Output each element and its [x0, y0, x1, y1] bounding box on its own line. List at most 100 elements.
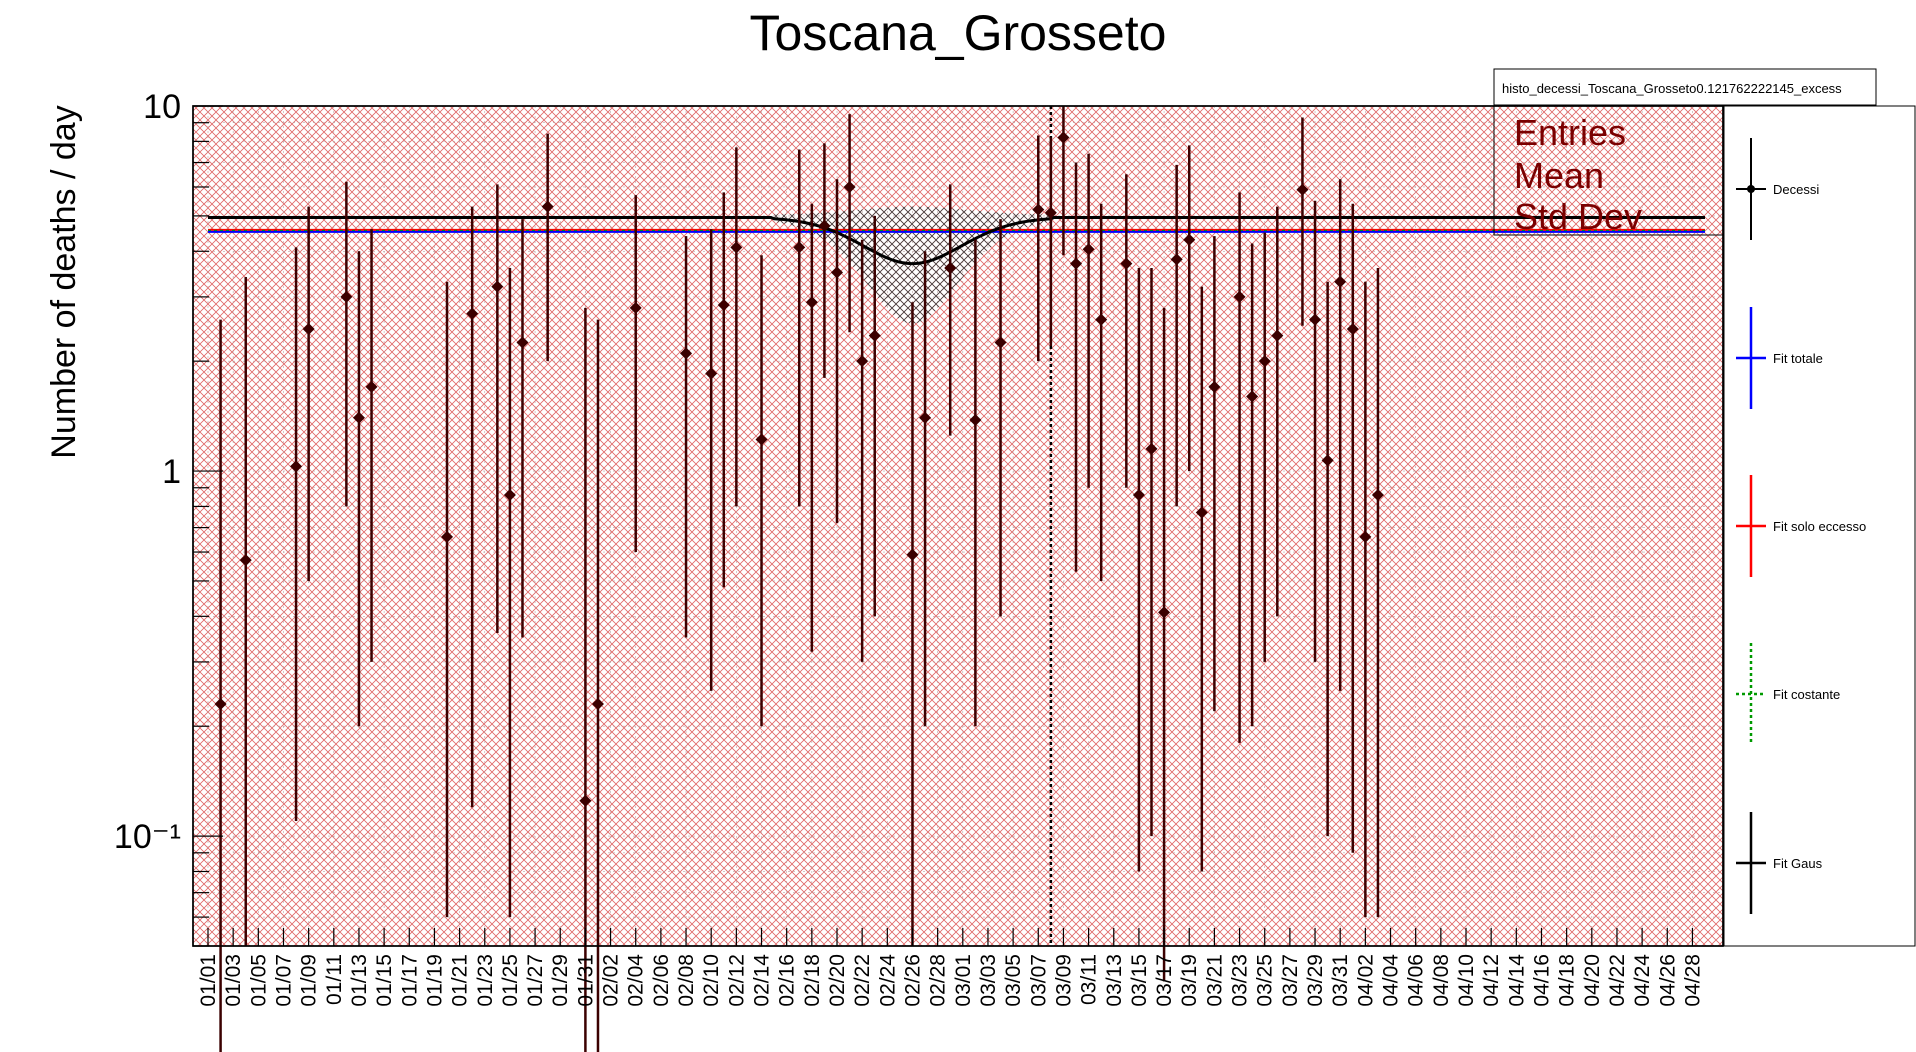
point-marker: [1271, 329, 1284, 342]
x-tick-label: 01/23: [474, 954, 497, 1007]
point-marker: [1044, 206, 1057, 219]
point-marker: [1095, 313, 1108, 326]
x-tick-label: 02/26: [901, 954, 924, 1007]
data-point: [680, 236, 693, 638]
x-tick-label: 02/04: [625, 954, 648, 1007]
data-point: [441, 281, 454, 918]
x-tick-label: 01/11: [323, 954, 346, 1005]
svg-text:Fit totale: Fit totale: [1773, 351, 1823, 366]
x-tick-label: 04/28: [1681, 954, 1704, 1007]
x-tick-label: 02/14: [751, 954, 774, 1007]
point-marker: [705, 367, 718, 380]
point-marker: [1246, 390, 1259, 403]
y-ticks: 10 1 10⁻¹: [114, 88, 223, 947]
data-point: [1057, 106, 1070, 256]
data-point: [541, 133, 554, 362]
legend-entry-fit-gaus: Fit Gaus: [1736, 812, 1823, 914]
point-marker: [1120, 257, 1133, 270]
data-point: [466, 206, 479, 808]
point-marker: [1233, 290, 1246, 303]
data-point: [491, 184, 504, 634]
data-point: [868, 215, 881, 617]
svg-text:Fit solo eccesso: Fit solo eccesso: [1773, 519, 1866, 534]
y-tick-label: 10: [143, 88, 181, 126]
legend-entry-fit-costante: Fit costante: [1736, 643, 1840, 745]
x-tick-label: 04/26: [1656, 954, 1679, 1007]
x-tick-label: 04/18: [1556, 954, 1579, 1007]
point-marker: [1057, 131, 1070, 144]
data-point: [717, 192, 730, 588]
data-point: [831, 179, 843, 524]
x-tick-label: 02/02: [600, 954, 623, 1007]
x-tick-label: 02/20: [826, 954, 849, 1007]
x-tick-label: 01/03: [222, 954, 245, 1007]
x-tick-label: 04/04: [1380, 954, 1403, 1007]
data-point: [239, 277, 252, 946]
data-point: [1309, 200, 1322, 662]
data-point: [1258, 232, 1271, 662]
data-point: [1070, 162, 1083, 572]
legend: Decessi Fit totale Fit solo eccesso Fit …: [1723, 105, 1916, 947]
data-point: [843, 114, 856, 333]
data-point: [793, 149, 806, 507]
x-tick-label: 02/18: [801, 954, 824, 1007]
point-marker: [579, 794, 592, 807]
y-axis-label: Number of deaths / day: [45, 105, 83, 458]
data-point: [856, 239, 869, 662]
point-marker: [755, 433, 768, 446]
data-point: [214, 319, 227, 1052]
x-tick-label: 03/13: [1103, 954, 1126, 1007]
x-ticks: 01/01 01/03 01/05 01/07 01/09 01/11 01/13 01/15…: [197, 928, 1704, 1007]
fit-gaus-line: [208, 215, 1706, 266]
x-tick-label: 03/21: [1203, 954, 1226, 1007]
point-marker: [868, 329, 881, 342]
point-marker: [1296, 183, 1309, 196]
point-marker: [944, 261, 957, 274]
stats-box-title: histo_decessi_Toscana_Grosseto0.12176222…: [1502, 81, 1842, 96]
point-marker: [730, 241, 743, 254]
point-marker: [491, 280, 504, 293]
data-point: [818, 143, 831, 378]
point-marker: [1258, 355, 1271, 368]
point-marker: [831, 266, 843, 279]
data-point: [994, 219, 1007, 617]
point-marker: [1346, 322, 1359, 335]
x-tick-label: 02/24: [876, 954, 899, 1007]
stats-box: histo_decessi_Toscana_Grosseto0.12176222…: [1493, 68, 1877, 237]
point-marker: [1208, 380, 1221, 393]
point-marker: [1132, 488, 1145, 501]
point-marker: [1145, 442, 1158, 455]
data-point: [579, 307, 592, 1052]
point-marker: [290, 460, 303, 473]
point-marker: [717, 299, 730, 312]
x-tick-label: 01/05: [247, 954, 270, 1007]
legend-entry-decessi: Decessi: [1736, 138, 1819, 240]
x-tick-label: 04/10: [1455, 954, 1478, 1007]
point-marker: [1195, 506, 1208, 519]
data-point: [1132, 267, 1145, 872]
y-tick-label: 1: [162, 453, 181, 491]
x-tick-label: 03/25: [1254, 954, 1277, 1007]
point-marker: [1032, 203, 1045, 216]
data-point: [1208, 236, 1221, 712]
x-tick-label: 01/13: [348, 954, 371, 1007]
x-tick-label: 02/12: [725, 954, 748, 1007]
point-marker: [1334, 275, 1347, 288]
point-marker: [1170, 253, 1183, 266]
x-tick-label: 03/09: [1052, 954, 1075, 1007]
data-point: [705, 229, 718, 691]
data-point: [290, 247, 303, 821]
point-marker: [541, 200, 554, 213]
data-point: [1321, 281, 1334, 837]
data-point: [755, 255, 768, 727]
data-point: [516, 219, 529, 638]
x-tick-label: 04/02: [1354, 954, 1377, 1007]
data-point: [1246, 243, 1259, 727]
x-tick-label: 03/05: [1002, 954, 1025, 1007]
data-point: [1120, 174, 1133, 488]
x-tick-label: 02/28: [927, 954, 950, 1007]
data-point: [1346, 203, 1359, 853]
data-point: [1296, 117, 1309, 326]
x-tick-label: 03/31: [1329, 954, 1352, 1007]
x-tick-label: 04/24: [1631, 954, 1654, 1007]
